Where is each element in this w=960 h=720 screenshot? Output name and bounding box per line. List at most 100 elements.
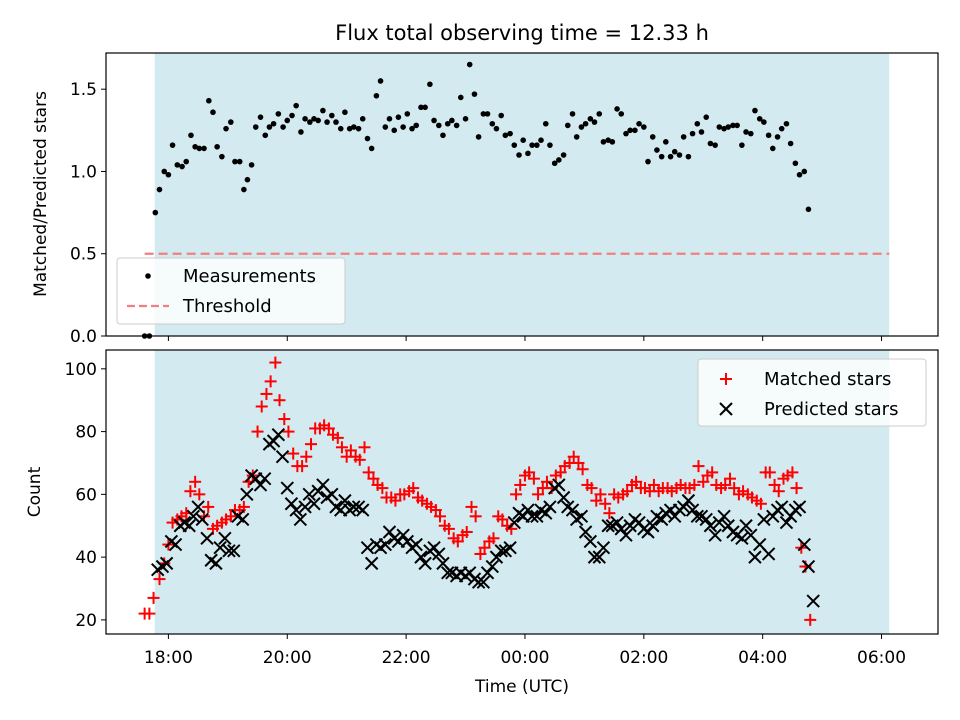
predicted-star-stroke	[592, 550, 606, 564]
predicted-star-stroke	[293, 512, 308, 527]
legend-threshold-label: Threshold	[182, 296, 272, 317]
matched-star-marker	[296, 460, 309, 473]
matched-star-marker	[523, 466, 536, 479]
measurement-point	[805, 206, 812, 213]
measurement-point	[355, 125, 362, 132]
measurement-point	[516, 152, 522, 158]
matched-star-marker	[287, 447, 300, 460]
measurement-point	[748, 130, 754, 137]
measurement-point	[756, 116, 763, 122]
matched-star-marker	[754, 497, 767, 510]
measurement-point	[489, 120, 496, 127]
predicted-star-marker	[325, 487, 339, 502]
predicted-star-marker	[186, 509, 201, 524]
predicted-star-marker	[735, 531, 749, 545]
predicted-star-marker	[748, 550, 762, 564]
matched-star-marker	[147, 591, 160, 604]
count-axes-frame	[105, 349, 939, 635]
predicted-star-marker	[356, 503, 370, 517]
measurement-point	[609, 139, 616, 145]
predicted-star-stroke	[717, 509, 731, 524]
predicted-star-stroke	[427, 540, 441, 555]
measurement-point	[600, 139, 607, 145]
predicted-star-stroke	[739, 519, 753, 533]
predicted-star-marker	[235, 512, 250, 527]
predicted-star-marker	[168, 537, 183, 552]
x-tick-label: 22:00	[382, 648, 431, 668]
measurement-point	[422, 104, 428, 111]
predicted-star-marker	[409, 537, 423, 552]
measurement-point	[418, 104, 424, 111]
count-panel: 20 40 60 80 100 18:00 20:00 22:00 00:00 02:00 04:…	[25, 349, 939, 697]
measurement-point	[542, 120, 549, 127]
measurement-point	[400, 124, 406, 130]
matched-star-marker	[407, 482, 420, 495]
measurement-point	[377, 78, 384, 84]
matched-star-marker	[189, 475, 202, 488]
predicted-star-stroke	[418, 556, 432, 571]
predicted-star-marker	[200, 531, 214, 545]
predicted-star-marker	[222, 544, 236, 558]
measurement-point	[368, 145, 375, 152]
ratio-y-axis-label: Matched/Predicted stars	[31, 91, 51, 297]
predicted-star-stroke	[441, 566, 455, 580]
predicted-star-stroke	[708, 528, 722, 542]
measurement-point	[210, 109, 216, 116]
measurement-point	[573, 134, 580, 140]
measurement-point	[551, 160, 558, 167]
predicted-star-stroke	[703, 519, 718, 533]
measurement-point	[214, 143, 220, 150]
predicted-star-stroke	[614, 522, 628, 536]
predicted-star-stroke	[213, 540, 227, 555]
measurement-point	[165, 171, 172, 178]
measurement-point	[698, 129, 705, 135]
measurement-point	[556, 157, 562, 163]
measurement-point	[241, 186, 247, 193]
measurement-point	[623, 130, 629, 137]
predicted-star-stroke	[485, 559, 499, 574]
predicted-star-stroke	[289, 503, 303, 517]
matched-star-marker	[389, 494, 402, 507]
predicted-star-marker	[360, 540, 375, 555]
measurement-point	[641, 124, 647, 130]
matched-star-marker	[554, 466, 567, 479]
measurement-point	[534, 142, 540, 148]
predicted-star-stroke	[266, 434, 281, 448]
matched-star-marker	[143, 607, 156, 620]
measurement-point	[707, 140, 714, 147]
predicted-star-marker	[503, 540, 517, 555]
measurement-point	[498, 112, 505, 119]
matched-star-marker	[772, 485, 785, 498]
predicted-star-marker	[400, 534, 415, 549]
predicted-star-stroke	[218, 531, 232, 545]
predicted-star-marker	[565, 503, 580, 517]
measurement-point	[475, 134, 482, 140]
predicted-star-stroke	[191, 500, 205, 514]
measurement-point	[333, 119, 339, 125]
measurement-point	[730, 122, 736, 129]
measurement-point	[560, 152, 567, 158]
predicted-star-stroke	[316, 478, 330, 492]
measurement-point	[252, 124, 259, 130]
measurement-point	[266, 124, 273, 130]
predicted-star-marker	[257, 471, 272, 486]
predicted-star-marker	[414, 550, 428, 564]
matched-star-marker	[353, 453, 366, 466]
predicted-star-marker	[427, 540, 441, 555]
predicted-star-marker	[307, 497, 321, 511]
predicted-star-marker	[676, 500, 691, 514]
measurement-point	[734, 122, 740, 129]
y-tick-label: 80	[75, 423, 97, 443]
predicted-star-stroke	[596, 540, 611, 555]
predicted-star-marker	[530, 509, 544, 524]
predicted-star-stroke	[284, 497, 299, 511]
predicted-star-marker	[253, 478, 268, 492]
legend-matched-label: Matched stars	[764, 369, 891, 390]
predicted-star-stroke	[534, 503, 548, 517]
measurement-point	[427, 81, 433, 88]
predicted-star-marker	[539, 506, 553, 520]
x-tick-label: 02:00	[619, 648, 668, 668]
ratio-axes-frame	[105, 52, 939, 337]
count-y-ticks: 20 40 60 80 100	[65, 360, 106, 631]
measurement-point	[618, 111, 625, 117]
